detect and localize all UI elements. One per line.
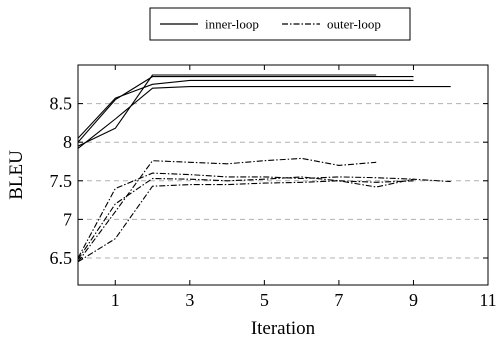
y-axis-title: BLEU bbox=[6, 150, 27, 200]
x-tick-label: 3 bbox=[185, 290, 194, 310]
series-lines bbox=[77, 74, 451, 263]
y-tick-label: 7.5 bbox=[50, 171, 73, 191]
series-line-outer-loop-4 bbox=[77, 157, 377, 263]
x-tick-label: 7 bbox=[334, 290, 343, 310]
y-tick-label: 8 bbox=[63, 132, 72, 152]
series-line-inner-loop-3 bbox=[77, 86, 451, 149]
x-axis-title: Iteration bbox=[251, 318, 316, 339]
series-line-inner-loop-0 bbox=[77, 74, 377, 147]
series-line-outer-loop-7 bbox=[77, 178, 451, 263]
y-tick-label: 8.5 bbox=[50, 94, 73, 114]
series-line-inner-loop-2 bbox=[77, 79, 414, 139]
axis-ticks: 6.5 7 7.5 8 8.5 1 3 5 7 9 11 bbox=[50, 65, 497, 310]
plot-frame bbox=[77, 64, 489, 286]
y-tick-label: 6.5 bbox=[50, 248, 73, 268]
legend: inner-loop outer-loop bbox=[149, 7, 411, 41]
gridlines bbox=[78, 103, 488, 259]
y-tick-label: 7 bbox=[63, 209, 72, 229]
x-tick-label: 1 bbox=[111, 290, 120, 310]
legend-label-outer-loop: outer-loop bbox=[327, 17, 381, 32]
x-tick-label: 11 bbox=[479, 290, 496, 310]
series-line-outer-loop-5 bbox=[77, 172, 414, 259]
legend-label-inner-loop: inner-loop bbox=[205, 17, 259, 32]
series-line-outer-loop-6 bbox=[77, 176, 414, 260]
series-line-inner-loop-1 bbox=[77, 76, 414, 143]
x-tick-label: 5 bbox=[260, 290, 269, 310]
x-tick-label: 9 bbox=[409, 290, 418, 310]
